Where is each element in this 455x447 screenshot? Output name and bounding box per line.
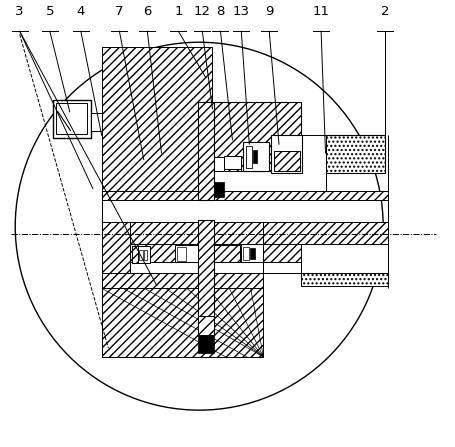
Text: 2: 2 [380,5,389,18]
Polygon shape [101,191,387,200]
Bar [139,250,142,260]
Bar [242,142,268,171]
Bar [197,102,213,200]
Polygon shape [101,46,212,191]
Text: 12: 12 [193,5,210,18]
Bar [241,244,263,261]
Bar [208,157,223,171]
Polygon shape [101,273,263,357]
Polygon shape [204,102,300,171]
Bar [242,247,249,260]
Text: 7: 7 [115,5,123,18]
Polygon shape [101,222,130,273]
Text: 4: 4 [76,5,85,18]
Bar [253,149,256,163]
Bar [56,103,87,135]
Polygon shape [300,273,387,286]
Polygon shape [325,135,384,173]
Bar [208,182,223,198]
Bar [223,156,241,169]
Bar [131,246,138,263]
Bar [213,245,240,261]
Bar [101,191,212,200]
Polygon shape [204,102,300,171]
Text: 11: 11 [312,5,329,18]
Text: 9: 9 [264,5,273,18]
Bar [197,335,213,353]
Bar [271,135,302,173]
Polygon shape [130,222,387,244]
Bar [197,219,213,317]
Bar [177,247,186,261]
Text: 8: 8 [216,5,224,18]
Bar [273,151,299,171]
Bar [245,146,252,168]
Text: 3: 3 [15,5,24,18]
Bar [143,250,147,260]
Text: 13: 13 [233,5,249,18]
Text: 6: 6 [143,5,151,18]
Bar [53,100,91,138]
Circle shape [15,42,382,410]
Text: 5: 5 [46,5,54,18]
Text: 1: 1 [174,5,182,18]
Bar [131,246,149,263]
Polygon shape [130,244,387,261]
Bar [197,316,213,335]
Bar [174,245,197,261]
Bar [250,249,254,259]
Bar [300,244,387,273]
Bar [91,113,101,131]
